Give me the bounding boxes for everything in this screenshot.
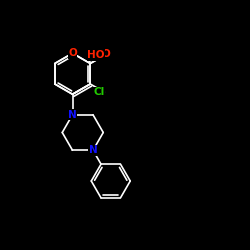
- Text: O: O: [102, 50, 110, 59]
- Text: O: O: [68, 48, 77, 58]
- Text: N: N: [88, 145, 98, 155]
- Text: Cl: Cl: [93, 87, 104, 97]
- Text: HO: HO: [88, 50, 105, 60]
- Text: N: N: [68, 110, 77, 120]
